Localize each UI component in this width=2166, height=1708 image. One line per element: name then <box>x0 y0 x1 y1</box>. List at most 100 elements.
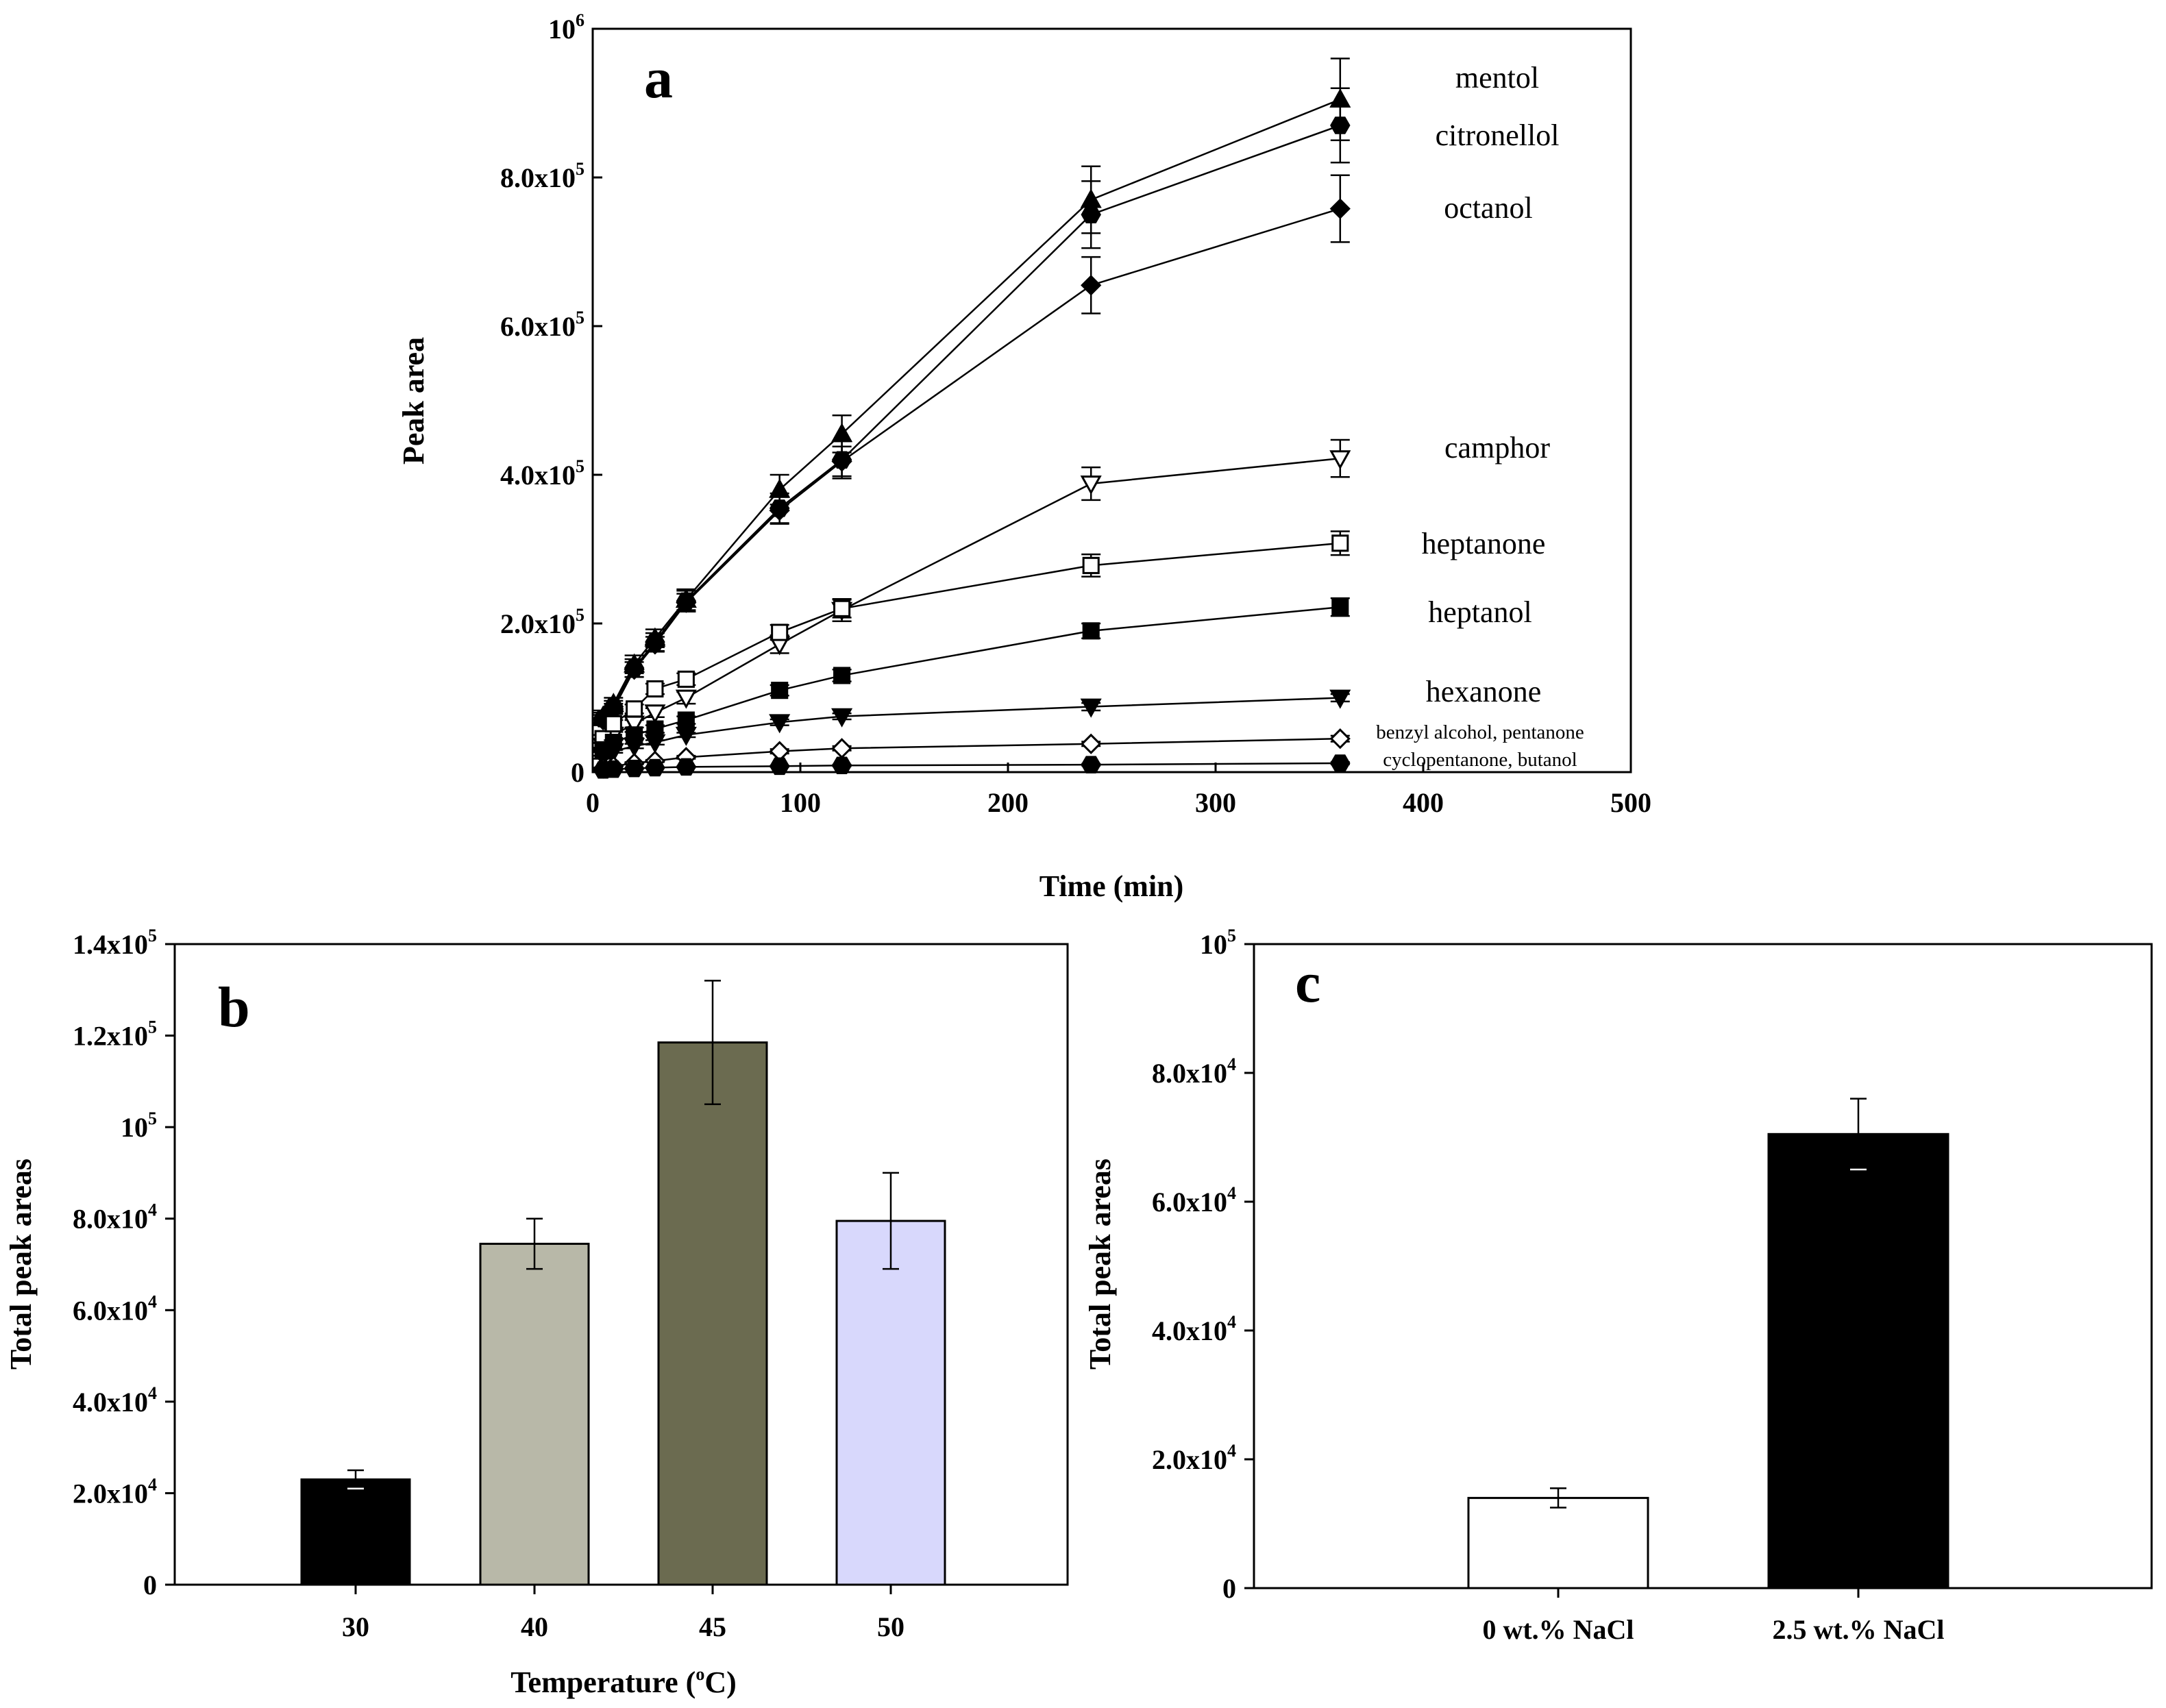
series-label: cyclopentanone, butanol <box>1383 749 1577 771</box>
series-line <box>602 98 1341 717</box>
data-point <box>771 682 789 700</box>
data-point <box>831 451 852 472</box>
data-point <box>833 599 851 617</box>
y-tick-label: 2.0x104 <box>1152 1441 1236 1475</box>
x-axis-title-a: Time (min) <box>1039 869 1184 903</box>
data-point <box>831 756 852 774</box>
series-7 <box>593 728 1351 779</box>
bar <box>479 1242 590 1586</box>
y-tick-label: 0 <box>571 757 584 788</box>
y-tick-label: 6.0x104 <box>73 1291 157 1326</box>
series-3 <box>592 438 1351 758</box>
data-point <box>1330 754 1351 772</box>
data-point <box>831 738 852 759</box>
y-tick-label: 8.0x105 <box>500 159 584 193</box>
series-6 <box>592 689 1351 769</box>
data-point <box>646 680 664 698</box>
series-line <box>602 124 1341 719</box>
data-point <box>624 738 645 758</box>
panel-label-c: c <box>1295 951 1320 1015</box>
data-point <box>645 758 665 777</box>
data-point <box>771 623 789 641</box>
data-point <box>644 704 666 724</box>
data-point <box>1329 198 1351 219</box>
plot-area-c <box>1253 943 2153 1589</box>
y-tick-label: 2.0x104 <box>73 1474 157 1509</box>
data-point <box>1329 728 1351 750</box>
bar <box>300 1478 411 1586</box>
x-tick-label: 400 <box>1403 787 1444 818</box>
series-line <box>602 542 1340 739</box>
data-point <box>1329 689 1351 709</box>
y-tick-label: 105 <box>121 1109 157 1143</box>
data-point <box>769 714 791 734</box>
series-label: citronellol <box>1436 119 1560 152</box>
y-tick-label: 4.0x105 <box>500 456 584 491</box>
data-point <box>675 689 697 709</box>
series-line <box>602 606 1340 751</box>
data-point <box>677 711 695 729</box>
series-0 <box>592 58 1351 725</box>
y-tick-label: 6.0x105 <box>500 308 584 342</box>
data-point <box>1080 698 1102 718</box>
data-point <box>676 592 697 613</box>
series-5 <box>593 597 1350 759</box>
data-point <box>624 659 645 680</box>
x-tick-label: 200 <box>987 787 1029 818</box>
x-tick-label: 40 <box>521 1611 548 1642</box>
bar <box>1467 1496 1649 1589</box>
data-point <box>1081 206 1101 224</box>
bar <box>835 1220 946 1586</box>
data-point <box>769 757 790 776</box>
x-tick-label: 2.5 wt.% NaCl <box>1772 1614 1944 1645</box>
data-point <box>1081 756 1101 773</box>
data-point <box>603 760 624 778</box>
series-line <box>602 208 1341 721</box>
series-label: heptanone <box>1422 527 1546 560</box>
series-label: mentol <box>1455 61 1539 95</box>
x-tick-label: 45 <box>699 1611 726 1642</box>
panel-label-b: b <box>218 976 250 1039</box>
data-point <box>831 708 853 728</box>
y-tick-label: 0 <box>1222 1573 1236 1604</box>
y-axis-title-b: Total peak areas <box>4 1159 38 1370</box>
data-point <box>1080 475 1102 495</box>
data-point <box>1081 733 1102 754</box>
data-point <box>644 734 666 754</box>
data-point <box>624 759 645 778</box>
x-axis-a: 0 100 200 300 400 500 <box>586 763 1651 818</box>
y-tick-label: 8.0x104 <box>73 1200 157 1235</box>
panel-b: b 0 2.0x104 4.0x104 6.0x104 8.0x104 105 1.2x10… <box>4 926 1069 1699</box>
y-tick-label: 4.0x104 <box>1152 1312 1236 1346</box>
panel-label-a: a <box>644 47 673 110</box>
data-point <box>604 715 622 733</box>
series-line <box>602 457 1340 747</box>
series-2 <box>593 174 1351 731</box>
x-tick-label: 0 <box>586 787 600 818</box>
series-label: camphor <box>1444 431 1550 465</box>
series-group-a <box>592 58 1351 779</box>
bar <box>1767 1133 1949 1589</box>
data-point <box>1081 275 1102 296</box>
series-line <box>603 762 1340 771</box>
y-tick-label: 4.0x104 <box>73 1383 157 1418</box>
x-tick-label: 0 wt.% NaCl <box>1482 1614 1634 1645</box>
data-point <box>1331 598 1349 616</box>
series-labels-a: mentol citronellol octanol camphor heptanone… <box>1376 61 1584 771</box>
series-label: heptanol <box>1428 595 1532 629</box>
bar <box>657 1041 768 1586</box>
series-8 <box>593 754 1351 779</box>
data-point <box>626 700 643 718</box>
x-tick-label: 50 <box>877 1611 904 1642</box>
data-point <box>833 667 851 684</box>
data-point <box>769 499 790 521</box>
data-point <box>1331 534 1349 552</box>
series-label: benzyl alcohol, pentanone <box>1376 721 1584 743</box>
plot-area-a <box>591 27 1632 773</box>
data-point <box>676 758 697 776</box>
y-tick-label: 8.0x104 <box>1152 1054 1236 1089</box>
y-axis-c: 0 2.0x104 4.0x104 6.0x104 8.0x104 105 <box>1152 926 1254 1604</box>
y-axis-title-c: Total peak areas <box>1083 1159 1117 1370</box>
series-line <box>602 697 1340 758</box>
